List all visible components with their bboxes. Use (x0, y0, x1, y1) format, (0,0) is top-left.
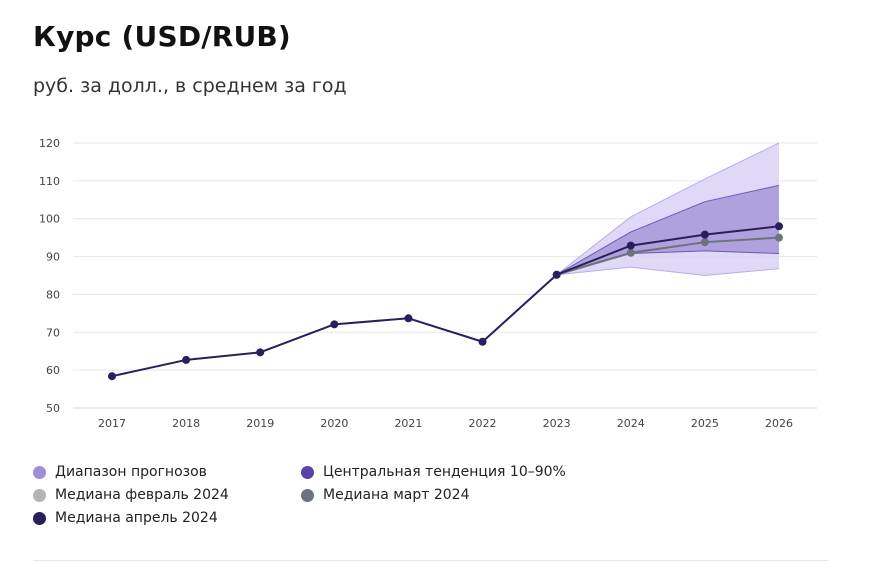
data-point-median-march (626, 248, 635, 257)
y-axis-ticks: 50 60 70 80 90 100 110 120 (39, 137, 60, 415)
data-point-median-march (700, 238, 709, 247)
legend-label: Центральная тенденция 10–90% (323, 464, 566, 480)
x-tick-label: 2025 (691, 417, 719, 430)
divider (33, 560, 828, 561)
x-tick-label: 2017 (98, 417, 126, 430)
legend-swatch-median-february (33, 488, 46, 502)
data-point-median-april (552, 270, 561, 279)
series-lines (111, 225, 780, 378)
data-point-median-april (108, 372, 116, 381)
y-tick-label: 90 (46, 251, 60, 264)
x-tick-label: 2019 (246, 417, 274, 430)
legend-swatch-median-april (33, 511, 46, 525)
legend-label: Медиана февраль 2024 (55, 487, 229, 503)
x-axis-ticks: 2017 2018 2019 2020 2021 2022 2023 2024 2025 2026 (98, 417, 793, 430)
y-tick-label: 50 (46, 402, 60, 415)
legend-swatch-median-march (301, 488, 314, 502)
legend-label: Медиана апрель 2024 (55, 510, 218, 526)
x-tick-label: 2018 (172, 417, 200, 430)
legend-item-median-march[interactable]: Медиана март 2024 (301, 487, 470, 503)
legend-label: Диапазон прогнозов (55, 464, 207, 480)
y-tick-label: 100 (39, 213, 60, 226)
series-points (108, 222, 783, 381)
data-point-median-april (182, 355, 191, 364)
y-tick-label: 80 (46, 288, 60, 301)
legend-label: Медиана март 2024 (323, 487, 470, 503)
y-tick-label: 110 (39, 175, 60, 188)
forecast-range-lower-edge (556, 266, 780, 277)
legend-item-median-february[interactable]: Медиана февраль 2024 (33, 487, 229, 503)
forecast-bands (556, 142, 780, 277)
y-tick-label: 120 (39, 137, 60, 150)
y-tick-label: 70 (46, 326, 60, 339)
series-line-median-march (556, 236, 780, 276)
legend-swatch-forecast-range (33, 465, 46, 479)
series-line-median-april (111, 225, 780, 378)
x-tick-label: 2024 (617, 417, 645, 430)
x-tick-label: 2023 (543, 417, 571, 430)
data-point-median-april (478, 337, 487, 346)
data-point-median-april (700, 230, 709, 239)
data-point-median-april (330, 320, 339, 329)
y-tick-label: 60 (46, 364, 60, 377)
chart-subtitle: руб. за долл., в среднем за год (33, 75, 347, 97)
legend-swatch-central-tendency (301, 465, 314, 479)
data-point-median-march (775, 233, 783, 242)
central-tendency-upper-edge (556, 184, 780, 276)
x-tick-label: 2021 (394, 417, 422, 430)
grid-lines (73, 142, 817, 409)
data-point-median-april (404, 314, 413, 323)
forecast-range-upper-edge (556, 142, 780, 276)
chart-title: Курс (USD/RUB) (33, 20, 291, 53)
data-point-median-april (775, 222, 783, 231)
x-tick-label: 2026 (765, 417, 793, 430)
x-tick-label: 2022 (469, 417, 497, 430)
data-point-median-april (626, 241, 635, 250)
data-point-median-april (256, 348, 265, 357)
legend-item-central-tendency[interactable]: Центральная тенденция 10–90% (301, 464, 566, 480)
x-tick-label: 2020 (320, 417, 348, 430)
legend-item-forecast-range[interactable]: Диапазон прогнозов (33, 464, 207, 480)
legend-item-median-april[interactable]: Медиана апрель 2024 (33, 510, 218, 526)
